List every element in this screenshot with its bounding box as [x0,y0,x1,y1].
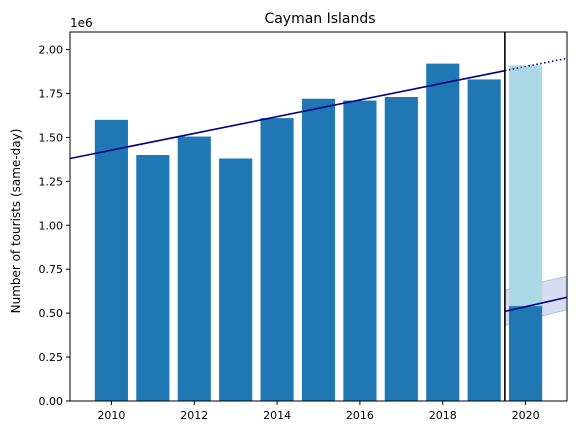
y-ticks: 0.00 0.25 0.50 0.75 1.00 1.25 1.50 1.75 2.00 [39,44,70,408]
y-axis-label: Number of tourists (same-day) [9,129,23,314]
trend-extension-line [504,57,567,72]
bar-2014 [260,118,294,401]
y-tick-label: 0.50 [39,307,64,320]
bar-2015 [301,98,336,402]
axes-layer [69,31,568,402]
y-tick-label: 1.25 [39,175,64,188]
y-tick-label: 1.00 [39,219,64,232]
y-tick-label: 1.50 [39,131,64,144]
bar-2018 [426,63,460,401]
trend-line [70,69,506,160]
bar-2017 [384,97,418,401]
x-tick-label: 2020 [512,409,540,422]
y-tick-label: 2.00 [39,44,64,57]
actual-bar-2020 [509,306,543,401]
y-tick-label: 1.75 [39,88,64,101]
x-tick-label: 2010 [97,409,125,422]
x-tick-label: 2016 [346,409,374,422]
x-tick-label: 2018 [429,409,457,422]
bar-2016 [343,100,377,402]
y-offset-label: 1e6 [70,16,93,30]
y-tick-label: 0.00 [39,395,64,408]
bar-2010 [94,119,128,401]
bar-2012 [177,136,211,402]
bar-2019 [467,79,501,401]
x-tick-label: 2014 [263,409,291,422]
lines-layer [70,32,567,401]
plot-frame [69,31,568,402]
bar-2013 [219,158,253,401]
y-tick-label: 0.25 [39,351,64,364]
post-trend-line [504,296,567,313]
bars-layer [94,63,543,402]
y-tick-label: 0.75 [39,263,64,276]
bar-2011 [136,155,170,401]
chart-title: Cayman Islands [264,11,375,27]
x-ticks: 2010 2012 2014 2016 2018 2020 [97,401,540,422]
x-tick-label: 2012 [180,409,208,422]
